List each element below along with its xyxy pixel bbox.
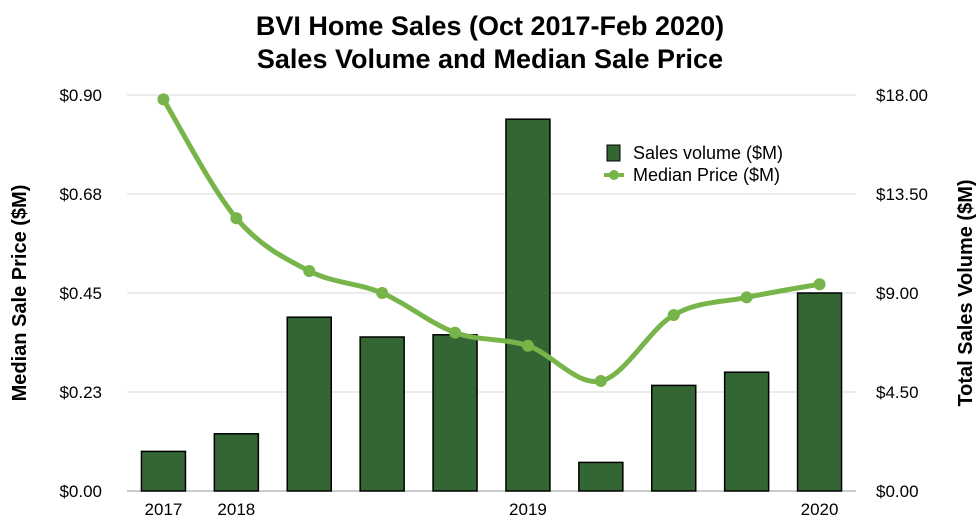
right-axis-title: Total Sales Volume ($M) [955, 179, 977, 406]
bar [578, 461, 624, 492]
legend-bar-swatch [606, 144, 621, 162]
median-price-point [303, 265, 316, 277]
right-tick-label: $0.00 [876, 482, 919, 501]
right-tick-label: $4.50 [876, 383, 919, 402]
median-price-point [449, 326, 462, 339]
chart-title-line1: BVI Home Sales (Oct 2017-Feb 2020) [256, 11, 724, 41]
median-price-point [594, 375, 607, 387]
x-tick-label: 2019 [509, 500, 547, 519]
bar [723, 371, 770, 492]
left-axis-ticks: $0.00 $0.23 $0.45 $0.68 $0.90 [59, 86, 102, 501]
legend-line-marker [609, 170, 619, 180]
line-series [157, 93, 826, 387]
bar [505, 118, 551, 492]
median-price-point [813, 278, 826, 291]
bar [651, 384, 697, 492]
median-price-point [157, 93, 170, 106]
bar [432, 334, 478, 492]
bar [213, 433, 260, 492]
bar [359, 336, 405, 492]
right-tick-label: $9.00 [876, 284, 919, 303]
x-tick-label: 2020 [801, 500, 839, 519]
left-tick-label: $0.68 [59, 185, 102, 204]
left-axis-title: Median Sale Price ($M) [9, 185, 31, 402]
median-price-point [230, 212, 243, 225]
chart-title-line2: Sales Volume and Median Sale Price [257, 44, 723, 74]
median-price-point [521, 339, 534, 352]
median-price-point [376, 287, 389, 299]
left-tick-label: $0.45 [59, 284, 102, 303]
bar [796, 292, 843, 492]
bar-series [140, 118, 843, 492]
left-tick-label: $0.00 [59, 482, 102, 501]
left-tick-label: $0.90 [59, 86, 102, 105]
right-tick-label: $13.50 [876, 185, 928, 204]
x-tick-label: 2018 [217, 500, 255, 519]
right-axis-ticks: $0.00 $4.50 $9.00 $13.50 $18.00 [876, 86, 928, 501]
bar [140, 450, 187, 492]
legend-line-label: Median Price ($M) [633, 165, 780, 185]
bar [286, 316, 332, 492]
median-price-point [667, 309, 680, 321]
x-tick-label: 2017 [145, 500, 183, 519]
right-tick-label: $18.00 [876, 86, 928, 105]
median-price-point [740, 291, 753, 304]
x-axis-ticks: 2017 2018 2019 2020 [145, 500, 839, 519]
median-price-line [160, 96, 823, 384]
legend-bar-label: Sales volume ($M) [633, 143, 783, 163]
left-tick-label: $0.23 [59, 383, 102, 402]
legend: Sales volume ($M) Median Price ($M) [604, 143, 783, 185]
